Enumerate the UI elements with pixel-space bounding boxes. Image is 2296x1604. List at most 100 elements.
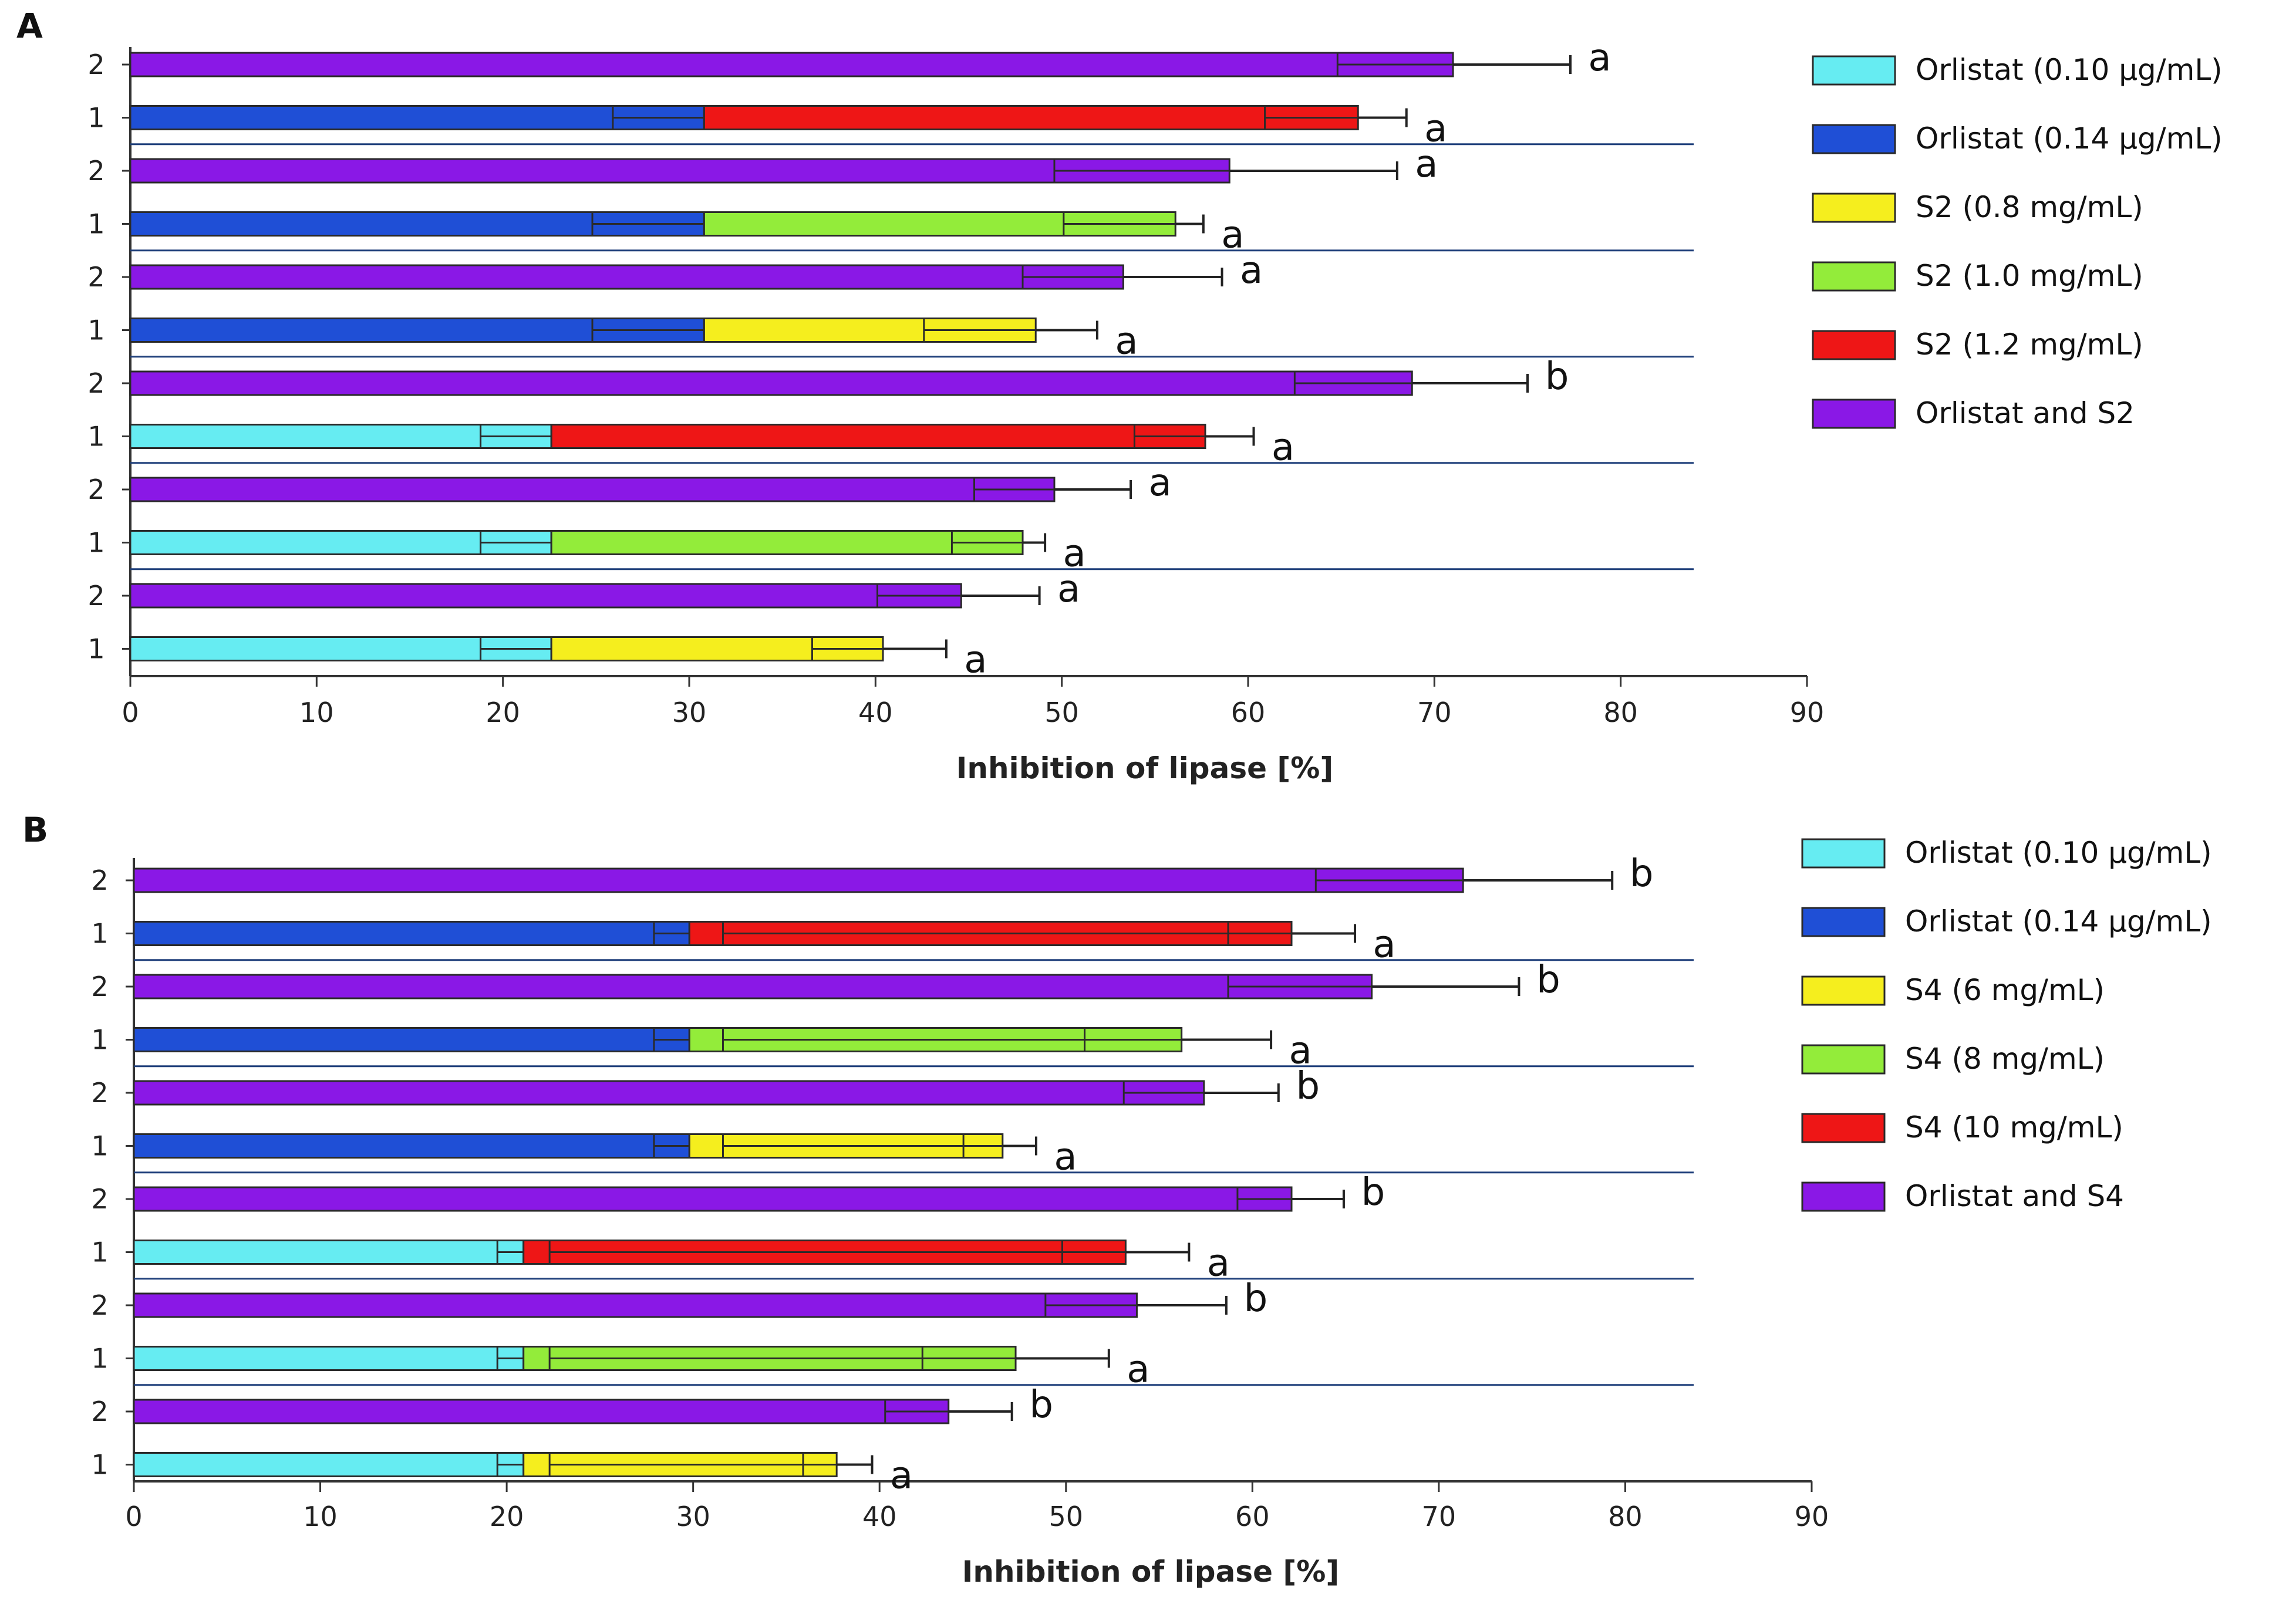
significance-letter: a: [1415, 143, 1438, 186]
legend-swatch: [1801, 1181, 1886, 1212]
significance-letter: b: [1536, 958, 1560, 1002]
significance-letter: b: [1296, 1065, 1320, 1108]
category-label: 1: [87, 633, 104, 665]
x-tick-label: 70: [1417, 697, 1452, 728]
legend-label: S2 (1.2 mg/mL): [1916, 327, 2143, 362]
legend-swatch: [1812, 399, 1896, 429]
significance-letter: a: [1272, 426, 1294, 470]
category-label: 2: [87, 49, 104, 80]
bar-segment: [133, 1452, 525, 1477]
category-label: 2: [87, 261, 104, 293]
category-label: 1: [87, 208, 104, 240]
bar-segment: [133, 1240, 525, 1265]
x-tick-label: 50: [1049, 1501, 1084, 1532]
significance-letter: a: [1057, 568, 1080, 611]
significance-letter: a: [1054, 1136, 1077, 1179]
bar-segment: [550, 530, 1024, 555]
x-tick-label: 40: [862, 1501, 897, 1532]
bar-segment: [129, 105, 705, 130]
bar-segment: [133, 1292, 1138, 1318]
bar-segment: [129, 370, 1413, 396]
significance-letter: b: [1244, 1277, 1268, 1321]
bar-segment: [133, 1186, 1293, 1212]
category-label: 1: [87, 102, 104, 134]
legend-label: S4 (8 mg/mL): [1905, 1042, 2105, 1076]
legend-swatch: [1801, 1113, 1886, 1143]
legend-swatch: [1812, 193, 1896, 223]
legend-swatch: [1812, 55, 1896, 86]
panel-label-b: B: [22, 810, 48, 850]
legend-swatch: [1801, 975, 1886, 1006]
significance-letter: a: [1063, 532, 1085, 576]
bar-segment: [133, 974, 1373, 999]
x-axis-title-b: Inhibition of lipase [%]: [962, 1555, 1339, 1589]
x-tick-label: 10: [299, 697, 334, 728]
legend-label: Orlistat and S2: [1916, 396, 2135, 430]
x-tick-label: 60: [1231, 697, 1266, 728]
significance-letter: a: [1127, 1348, 1149, 1392]
category-label: 2: [91, 1077, 108, 1109]
category-label: 2: [91, 971, 108, 1002]
bar-segment: [129, 583, 962, 609]
category-label: 1: [87, 421, 104, 453]
significance-letter: a: [1373, 923, 1395, 967]
bar-segment: [133, 921, 690, 946]
category-label: 2: [87, 155, 104, 187]
bar-segment: [133, 867, 1464, 893]
panel-label-a: A: [16, 6, 43, 46]
significance-letter: a: [964, 639, 987, 682]
significance-letter: b: [1029, 1383, 1053, 1427]
category-label: 1: [91, 1130, 108, 1162]
panel-b: B Inhibition of lipase [%] 0 10 20 30 40 50 60…: [22, 810, 2212, 1589]
bar-segment: [129, 52, 1454, 77]
significance-letter: b: [1630, 852, 1654, 896]
x-tick-label: 60: [1235, 1501, 1270, 1532]
bar-segment: [133, 1399, 950, 1424]
x-tick-label: 0: [122, 697, 139, 728]
legend-swatch: [1812, 330, 1896, 360]
legend-label: Orlistat (0.14 µg/mL): [1916, 121, 2223, 156]
significance-letter: a: [1207, 1242, 1230, 1285]
bar-segment: [133, 1080, 1205, 1106]
category-label: 1: [91, 1343, 108, 1375]
x-tick-label: 30: [676, 1501, 710, 1532]
bar-segment: [133, 1027, 690, 1052]
category-label: 2: [91, 1289, 108, 1321]
category-label: 1: [87, 315, 104, 346]
legend-label: S4 (6 mg/mL): [1905, 973, 2105, 1007]
category-label: 1: [91, 1237, 108, 1268]
x-tick-label: 50: [1044, 697, 1079, 728]
category-label: 2: [87, 474, 104, 505]
legend-label: S2 (1.0 mg/mL): [1916, 259, 2143, 293]
x-tick-label: 30: [672, 697, 707, 728]
significance-letter: a: [1115, 320, 1138, 363]
significance-letter: a: [1289, 1029, 1311, 1073]
legend-label: Orlistat and S4: [1905, 1179, 2124, 1213]
legend-swatch: [1812, 124, 1896, 154]
legend-label: S2 (0.8 mg/mL): [1916, 190, 2143, 224]
x-tick-label: 20: [490, 1501, 524, 1532]
legend-label: S4 (10 mg/mL): [1905, 1110, 2123, 1144]
legend-swatch: [1801, 1044, 1886, 1075]
x-axis-title-a: Inhibition of lipase [%]: [956, 751, 1333, 785]
significance-letter: a: [890, 1454, 913, 1498]
x-tick-label: 90: [1795, 1501, 1829, 1532]
significance-letter: b: [1361, 1171, 1385, 1214]
x-tick-label: 40: [858, 697, 893, 728]
significance-letter: a: [1221, 214, 1244, 257]
bar-segment: [129, 158, 1230, 184]
x-tick-label: 80: [1608, 1501, 1643, 1532]
bar-segment: [129, 264, 1124, 290]
category-label: 1: [91, 918, 108, 950]
significance-letter: a: [1240, 249, 1263, 292]
legend-swatch: [1801, 838, 1886, 869]
x-tick-label: 10: [303, 1501, 338, 1532]
category-label: 2: [91, 865, 108, 896]
category-label: 2: [87, 367, 104, 399]
x-tick-label: 80: [1603, 697, 1638, 728]
significance-letter: a: [1148, 461, 1171, 505]
x-tick-label: 20: [486, 697, 520, 728]
significance-letter: a: [1588, 36, 1611, 80]
bar-segment: [133, 1346, 525, 1371]
panel-a: A Inhibition of lipase [%] 0 10 20 30 40 50 60…: [16, 6, 2223, 785]
